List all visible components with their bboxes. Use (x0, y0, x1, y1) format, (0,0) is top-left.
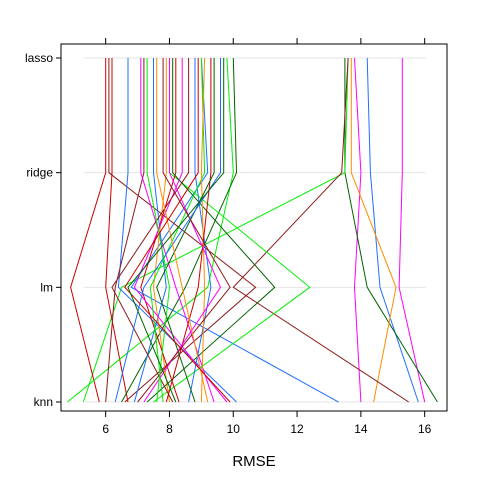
series-line-11 (105, 58, 129, 403)
series-line-33 (156, 58, 209, 403)
series-line-1 (398, 58, 426, 403)
series-line-28 (156, 58, 215, 403)
x-tick-label-10: 10 (227, 422, 241, 436)
x-tick-label-14: 14 (354, 422, 368, 436)
series-line-13 (121, 57, 238, 403)
series-line-35 (127, 58, 225, 403)
x-tick-label-8: 8 (166, 422, 173, 436)
y-category-label-ridge: ridge (26, 166, 53, 180)
series-line-31 (114, 58, 221, 403)
series-line-32 (146, 58, 171, 403)
x-tick-labels: 6 8 10 12 14 16 (102, 422, 431, 436)
axis-ticks (56, 38, 426, 417)
series-line-21 (146, 58, 276, 403)
series-line-30 (137, 58, 231, 403)
plot-frame (60, 43, 448, 412)
series-line-19 (152, 58, 170, 403)
x-tick-label-16: 16 (418, 422, 432, 436)
x-tick-label-12: 12 (290, 422, 304, 436)
series-line-6 (82, 57, 349, 403)
y-category-label-knn: knn (34, 395, 53, 409)
y-category-labels: knn lm ridge lasso (25, 51, 53, 409)
y-category-label-lasso: lasso (25, 51, 53, 65)
series-line-9 (70, 58, 107, 403)
y-category-label-lm: lm (40, 280, 53, 294)
x-axis-title: RMSE (232, 453, 275, 470)
series-line-5 (350, 58, 397, 403)
x-tick-label-6: 6 (102, 422, 109, 436)
series-line-26 (200, 57, 206, 403)
series-line-29 (143, 58, 222, 403)
series-line-34 (124, 58, 231, 403)
series-line-7 (232, 57, 409, 403)
series-line-2 (353, 57, 362, 403)
series-line-3 (366, 57, 419, 403)
series-line-4 (344, 58, 438, 403)
series-line-15 (105, 58, 145, 403)
series-line-12 (67, 57, 234, 403)
series-lines (67, 57, 438, 403)
series-line-23 (111, 58, 190, 403)
series-line-24 (188, 58, 212, 403)
